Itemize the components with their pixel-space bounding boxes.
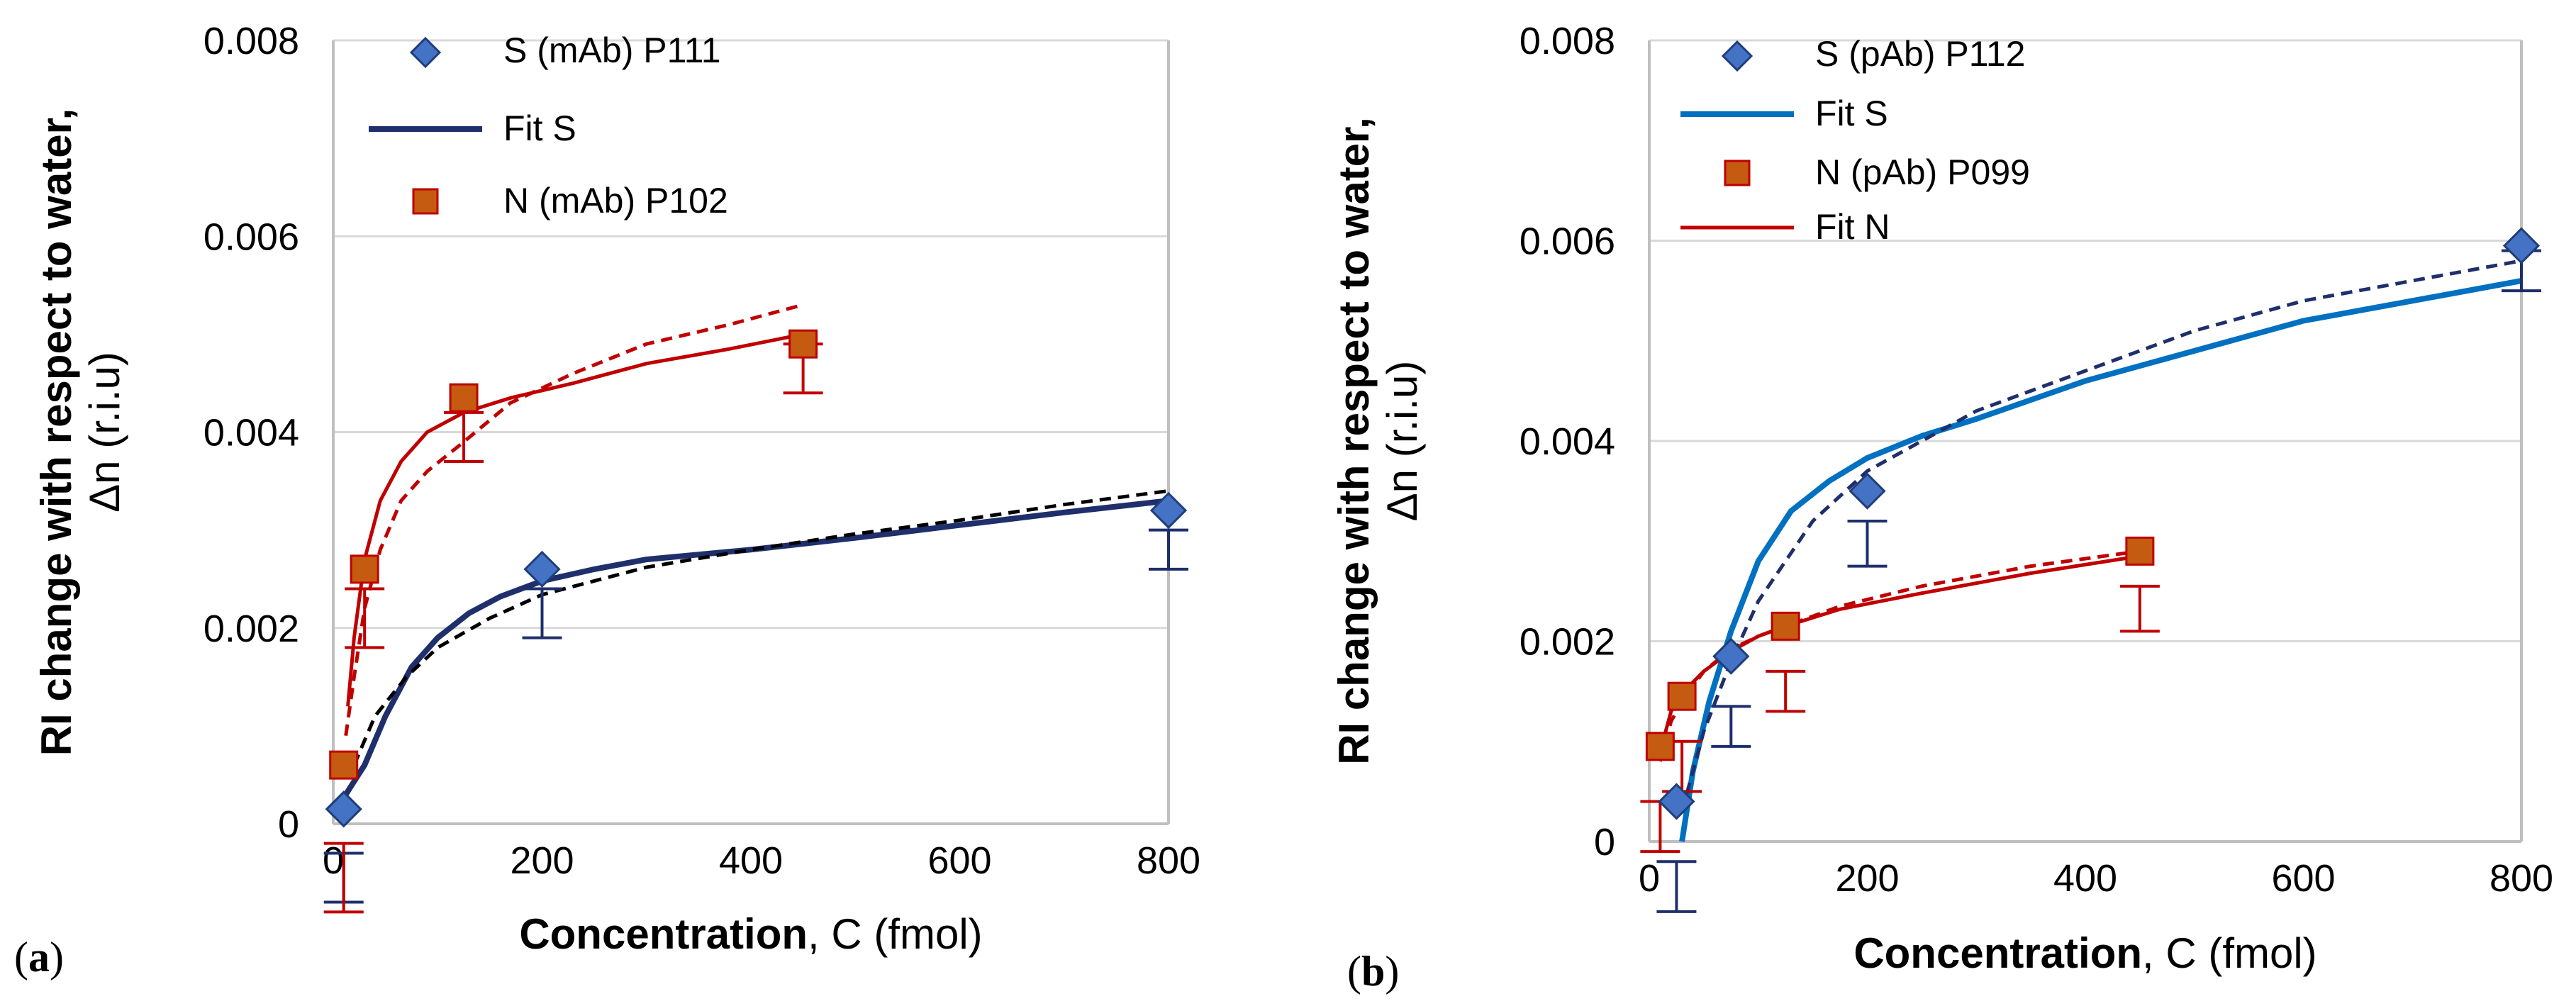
legend-label-s-points: S (mAb) P111: [503, 30, 721, 70]
dashed-fit-line: [1680, 259, 2521, 812]
panel-paren: (: [1347, 948, 1361, 995]
y-axis-label: RI change with respect to water,: [1330, 117, 1378, 765]
y-tick-label: 0.004: [1520, 420, 1615, 463]
y-tick-label: 0.002: [203, 608, 299, 650]
legend-label-s-points: S (pAb) P112: [1815, 34, 2025, 74]
error-bar: [323, 842, 364, 914]
y-tick-label: 0: [278, 803, 299, 846]
fit-line-fit-s: [343, 498, 1169, 796]
error-bar: [1656, 860, 1697, 913]
fit-line-fit-n: [346, 332, 804, 707]
chart-panel-a: 0 0.002 0.004 0.006 0.008 0 200 400 600 800 RI cha…: [14, 20, 1200, 980]
x-axis-label-bold: Concentration: [519, 910, 808, 958]
legend-marker-n: [1724, 160, 1751, 186]
panel-letter: a: [28, 934, 50, 980]
x-axis-label-bold: Concentration: [1853, 929, 2142, 977]
data-point-n: [329, 750, 359, 780]
legend-label-s-fit: Fit S: [503, 108, 576, 148]
data-point-n: [788, 329, 818, 359]
legend-label-n-fit: Fit N: [1815, 207, 1890, 247]
data-point-n: [449, 383, 479, 413]
legend-marker-s: [409, 36, 442, 69]
legend: S (mAb) P111 Fit S N (mAb) P102: [369, 30, 728, 220]
data-point-n: [1645, 732, 1675, 761]
panel-label: (b): [1347, 948, 1399, 995]
y-tick-label: 0: [1594, 821, 1615, 864]
legend-label-n-points: N (mAb) P102: [503, 181, 728, 220]
x-tick-label: 800: [2489, 857, 2553, 900]
x-tick-label: 400: [2053, 857, 2117, 900]
y-tick-label: 0.002: [1520, 621, 1615, 664]
legend-label-s-fit: Fit S: [1815, 94, 1888, 133]
y-axis-label-units: Δn (r.i.u): [81, 352, 128, 513]
y-tick-label: 0.006: [203, 216, 299, 258]
x-tick-label: 0: [1639, 857, 1660, 900]
data-point-s: [1849, 472, 1886, 510]
dashed-fit-line: [352, 488, 1169, 766]
legend-label-n-points: N (pAb) P099: [1815, 152, 2030, 192]
x-tick-label: 600: [927, 839, 991, 882]
data-point-n: [1771, 611, 1800, 641]
y-axis-label-units: Δn (r.i.u): [1378, 361, 1426, 522]
error-bar: [1149, 528, 1188, 571]
x-axis-label: Concentration, C (fmol): [519, 910, 982, 958]
data-point-n: [350, 554, 379, 584]
x-tick-label: 200: [1835, 857, 1899, 900]
x-tick-label: 0: [323, 839, 344, 882]
x-axis-label: Concentration, C (fmol): [1853, 929, 2316, 977]
legend-marker-s: [1721, 40, 1753, 72]
y-axis-label: RI change with respect to water,: [33, 108, 80, 756]
error-bar: [1847, 520, 1888, 568]
y-tick-label: 0.008: [1520, 20, 1615, 62]
dashed-fit-line: [344, 303, 804, 737]
data-point-s: [325, 790, 362, 828]
data-point-s: [1149, 491, 1188, 530]
x-tick-label: 800: [1137, 839, 1200, 882]
error-bar: [522, 587, 562, 639]
chart-panel-b: 0 0.002 0.004 0.006 0.008 0 200 400 600 800 RI cha…: [1330, 20, 2553, 995]
error-bar: [1766, 669, 1806, 713]
panel-paren: ): [1385, 948, 1399, 995]
data-point-n: [1667, 681, 1697, 711]
x-tick-label: 200: [510, 839, 574, 882]
panel-letter: b: [1361, 948, 1385, 995]
error-bar: [2119, 584, 2160, 633]
data-point-n: [2125, 536, 2155, 566]
legend: S (pAb) P112 Fit S N (pAb) P099 Fit N: [1680, 34, 2030, 247]
y-tick-label: 0.006: [1520, 220, 1615, 263]
data-point-s: [2502, 227, 2541, 264]
data-point-s: [523, 550, 561, 588]
panel-label: (a): [14, 934, 64, 980]
x-tick-label: 400: [719, 839, 783, 882]
data-point-s: [1712, 637, 1750, 675]
x-axis-label-rest: , C (fmol): [2142, 929, 2317, 977]
data-point-s: [1658, 783, 1695, 820]
error-bar: [444, 410, 484, 463]
panel-paren: ): [50, 934, 64, 980]
fit-line-fit-s: [1679, 278, 2521, 842]
y-tick-label: 0.008: [203, 20, 299, 62]
panel-paren: (: [14, 934, 28, 980]
error-bar: [345, 587, 385, 649]
legend-marker-n: [412, 188, 439, 215]
x-axis-label-rest: , C (fmol): [808, 910, 983, 958]
y-tick-label: 0.004: [203, 412, 299, 454]
error-bar: [1711, 705, 1751, 748]
x-tick-label: 600: [2271, 857, 2335, 900]
